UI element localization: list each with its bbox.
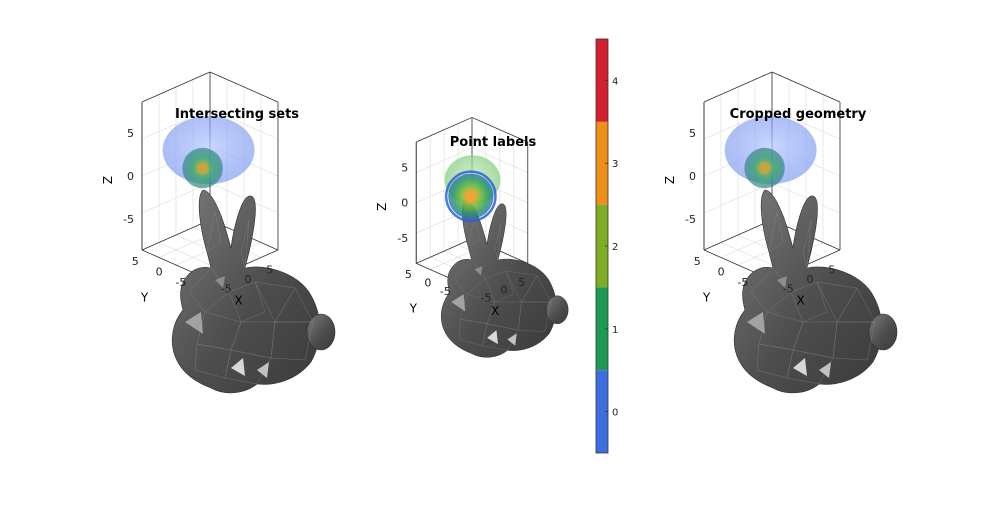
x-tick-label: 5 (266, 263, 273, 276)
x-tick-label: 5 (828, 263, 835, 276)
panel-title: Intersecting sets (175, 107, 299, 122)
z-tick-label: -5 (685, 213, 696, 226)
bunny-mesh (733, 189, 898, 394)
y-axis-label: Y (409, 301, 418, 315)
x-tick-label: 0 (245, 273, 252, 286)
y-axis-label: Y (140, 291, 149, 305)
colorbar-segment (596, 39, 608, 122)
x-tick-label: 0 (500, 284, 507, 297)
z-axis-label: Z (663, 176, 677, 184)
panel-title: Point labels (450, 135, 537, 150)
y-tick-label: -5 (440, 285, 451, 298)
panel-3: Cropped geometry 5 0 -5 Z 5 0 -5 Y -5 0 5 X (663, 71, 898, 394)
panel-title: Cropped geometry (730, 107, 867, 122)
bunny-mesh (440, 198, 569, 358)
colorbar-tick-label: 4 (612, 76, 618, 87)
y-tick-label: 0 (156, 266, 163, 279)
colorbar-segment (596, 121, 608, 205)
y-axis-label: Y (702, 291, 711, 305)
y-tick-label: 5 (132, 255, 139, 268)
y-tick-label: 0 (718, 266, 725, 279)
x-tick-label: 5 (518, 276, 525, 289)
z-tick-label: 0 (127, 170, 134, 183)
z-axis-label: Z (101, 176, 115, 184)
colorbar: 0 1 2 3 4 (595, 38, 618, 454)
x-axis-label: X (491, 304, 499, 318)
y-tick-label: -5 (737, 276, 748, 289)
y-tick-label: -5 (175, 276, 186, 289)
x-tick-label: -5 (481, 292, 492, 305)
z-axis-label: Z (375, 203, 389, 211)
sphere-inner (182, 147, 223, 189)
x-axis-label: X (796, 294, 804, 308)
core-point (196, 161, 209, 175)
core-point (758, 161, 771, 175)
z-tick-label: -5 (123, 213, 134, 226)
z-tick-label: 0 (689, 170, 696, 183)
colorbar-segment (596, 204, 608, 288)
y-tick-label: 5 (694, 255, 701, 268)
x-tick-label: -5 (221, 283, 232, 296)
colorbar-tick-label: 3 (612, 159, 618, 170)
z-tick-label: 5 (127, 127, 134, 140)
bunny-mesh (171, 189, 336, 394)
z-tick-label: 5 (689, 127, 696, 140)
x-axis-label: X (234, 294, 242, 308)
y-tick-label: 0 (424, 276, 431, 289)
y-tick-label: 5 (405, 268, 412, 281)
colorbar-tick-label: 0 (612, 408, 618, 419)
z-tick-label: 5 (401, 162, 408, 175)
colorbar-segment (596, 370, 608, 453)
core-point (463, 189, 478, 204)
z-tick-label: 0 (401, 197, 408, 210)
z-tick-label: -5 (397, 232, 408, 245)
colorbar-tick-label: 1 (612, 325, 618, 336)
colorbar-segment (596, 287, 608, 371)
x-tick-label: -5 (783, 283, 794, 296)
colorbar-tick-label: 2 (612, 242, 618, 253)
panel-1: Intersecting sets 5 0 -5 Z 5 0 -5 Y -5 0 5 X (101, 71, 336, 394)
x-tick-label: 0 (807, 273, 814, 286)
sphere-inner (744, 147, 785, 189)
sphere-inner (445, 170, 497, 223)
